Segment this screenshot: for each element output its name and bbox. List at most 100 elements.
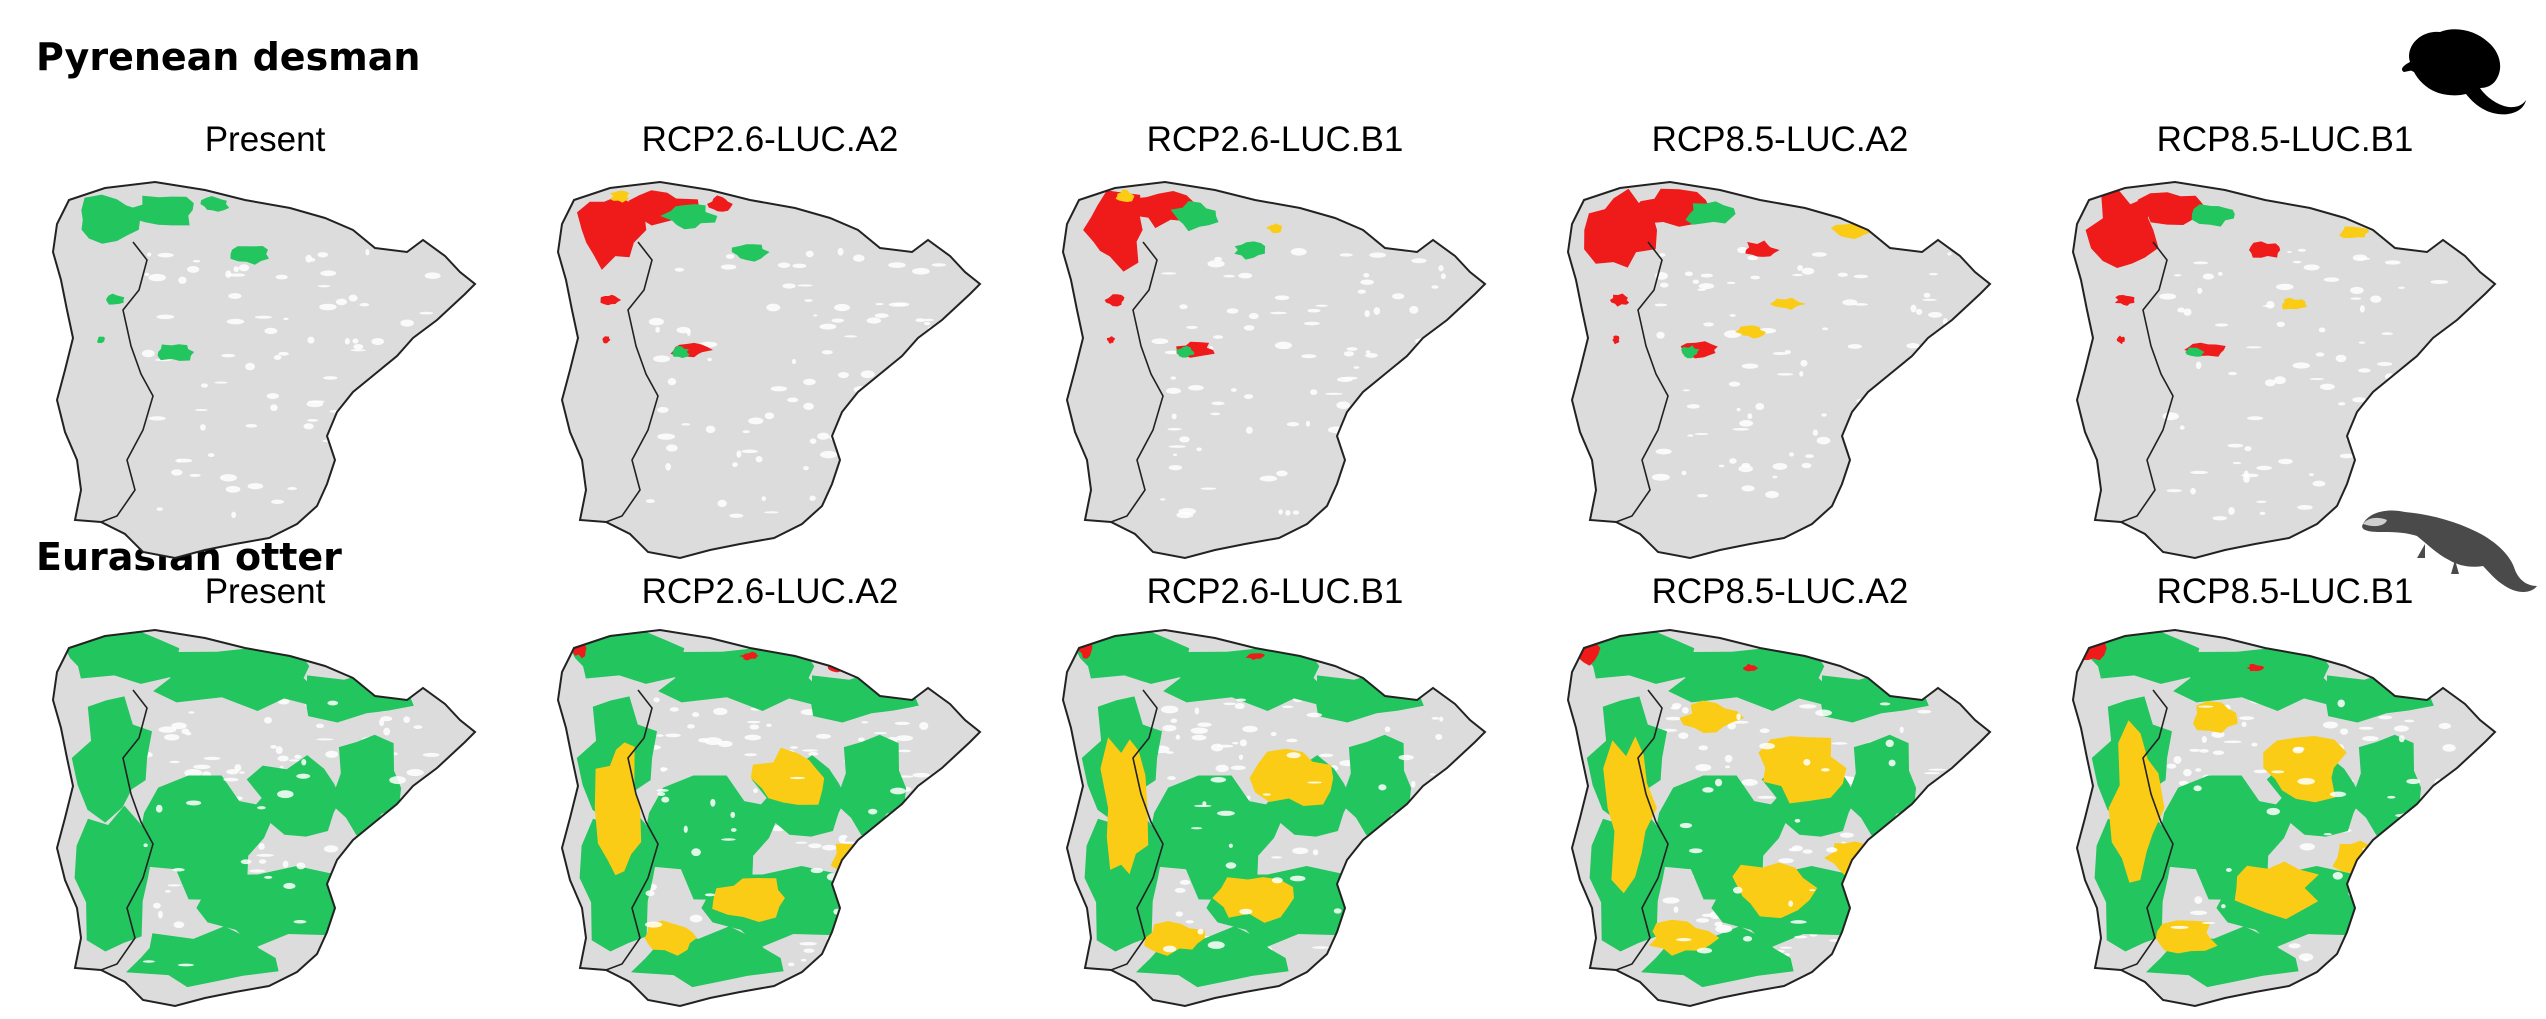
range-patch <box>64 630 195 684</box>
range-patch <box>1745 240 1780 257</box>
iberia-map <box>1061 628 1487 1008</box>
portugal-border <box>1110 241 1164 523</box>
range-patch <box>660 204 718 230</box>
range-patch <box>81 194 140 244</box>
portugal-border <box>2120 241 2174 523</box>
range-patch <box>1579 630 1710 684</box>
coastline <box>1061 180 1487 560</box>
gain-patch <box>2263 736 2347 803</box>
range-patch <box>1147 775 1287 900</box>
range-patch <box>1106 336 1115 344</box>
range-patch <box>2114 295 2135 306</box>
loss-patch <box>1245 653 1265 660</box>
range-patch <box>1266 223 1283 234</box>
iberia-map <box>2071 628 2497 1008</box>
range-patch <box>2282 297 2308 310</box>
coastline <box>51 180 477 560</box>
land-area <box>558 182 980 558</box>
portugal-border <box>605 689 659 971</box>
map-panel-desman-1 <box>540 160 1000 570</box>
iberia-map <box>2071 180 2497 560</box>
iberia-map <box>51 180 477 560</box>
gain-patch <box>1732 862 1818 919</box>
coastline <box>1566 180 1992 560</box>
portugal-border <box>1615 241 1669 523</box>
range-patch <box>1344 734 1412 836</box>
scenario-label: RCP2.6-LUC.A2 <box>641 120 899 159</box>
species-title-desman: Pyrenean desman <box>36 35 421 79</box>
range-patch <box>2339 226 2369 239</box>
range-patch <box>334 734 402 836</box>
map-panel-otter-0 <box>35 608 495 1018</box>
range-patch <box>1849 734 1917 836</box>
range-patch <box>569 630 700 684</box>
range-patch <box>2249 241 2281 258</box>
range-patch <box>672 345 690 358</box>
scenario-label: Present <box>204 572 326 611</box>
range-patch <box>1234 241 1266 260</box>
scenario-label: RCP2.6-LUC.A2 <box>641 572 899 611</box>
range-patch <box>707 195 733 212</box>
range-patch <box>230 246 269 265</box>
gain-patch <box>2234 861 2319 920</box>
range-patch <box>839 734 907 836</box>
scenario-label: RCP8.5-LUC.A2 <box>1651 572 1909 611</box>
portugal-border <box>1110 689 1164 971</box>
range-patch <box>600 294 622 306</box>
map-panel-otter-4 <box>2055 608 2515 1018</box>
range-patch <box>731 244 770 262</box>
scenario-label: Present <box>204 120 326 159</box>
coastline <box>1566 628 1992 1008</box>
range-patch <box>658 647 823 711</box>
iberia-map <box>1566 628 1992 1008</box>
range-patch <box>1681 345 1700 359</box>
range-patch <box>2185 347 2205 357</box>
range-patch <box>157 344 195 361</box>
range-patch <box>137 775 277 900</box>
range-patch <box>200 196 230 212</box>
iberia-map <box>51 628 477 1008</box>
map-panel-desman-2 <box>1045 160 1505 570</box>
range-patch <box>602 336 611 344</box>
iberia-map <box>556 180 982 560</box>
range-patch <box>1176 346 1195 358</box>
range-patch <box>1769 297 1806 310</box>
gain-patch <box>830 843 869 870</box>
coastline <box>556 628 982 1008</box>
gain-patch <box>1249 748 1334 806</box>
gain-patch <box>1679 700 1744 733</box>
map-panel-desman-0 <box>35 160 495 570</box>
gain-patch <box>750 747 825 805</box>
range-patch <box>71 696 152 823</box>
scenario-label: RCP8.5-LUC.B1 <box>2156 572 2414 611</box>
scenario-label: RCP2.6-LUC.B1 <box>1146 572 1404 611</box>
land-area <box>1568 182 1990 558</box>
map-panel-otter-1 <box>540 608 1000 1018</box>
coastline <box>2071 180 2497 560</box>
gain-patch <box>2108 720 2165 883</box>
range-patch <box>153 647 318 711</box>
range-patch <box>2191 204 2235 227</box>
range-patch <box>126 926 279 988</box>
range-patch <box>626 190 700 226</box>
scenario-label: RCP2.6-LUC.B1 <box>1146 120 1404 159</box>
desman-silhouette-icon <box>2402 29 2526 115</box>
map-panel-otter-3 <box>1550 608 2010 1018</box>
gain-patch <box>1144 921 1205 956</box>
iberia-map <box>1566 180 1992 560</box>
range-patch <box>1685 201 1736 225</box>
range-patch <box>196 866 365 948</box>
gain-patch <box>594 742 642 876</box>
map-panel-otter-2 <box>1045 608 1505 1018</box>
gain-patch <box>2155 920 2218 954</box>
loss-patch <box>2246 663 2265 672</box>
range-patch <box>74 805 154 952</box>
range-patch <box>1734 325 1766 339</box>
range-patch <box>125 195 194 226</box>
range-patch <box>2084 630 2215 684</box>
range-patch <box>1083 190 1143 272</box>
range-patch <box>2173 647 2338 711</box>
range-patch <box>642 775 782 900</box>
loss-patch <box>1742 663 1759 672</box>
gain-patch <box>644 920 697 956</box>
